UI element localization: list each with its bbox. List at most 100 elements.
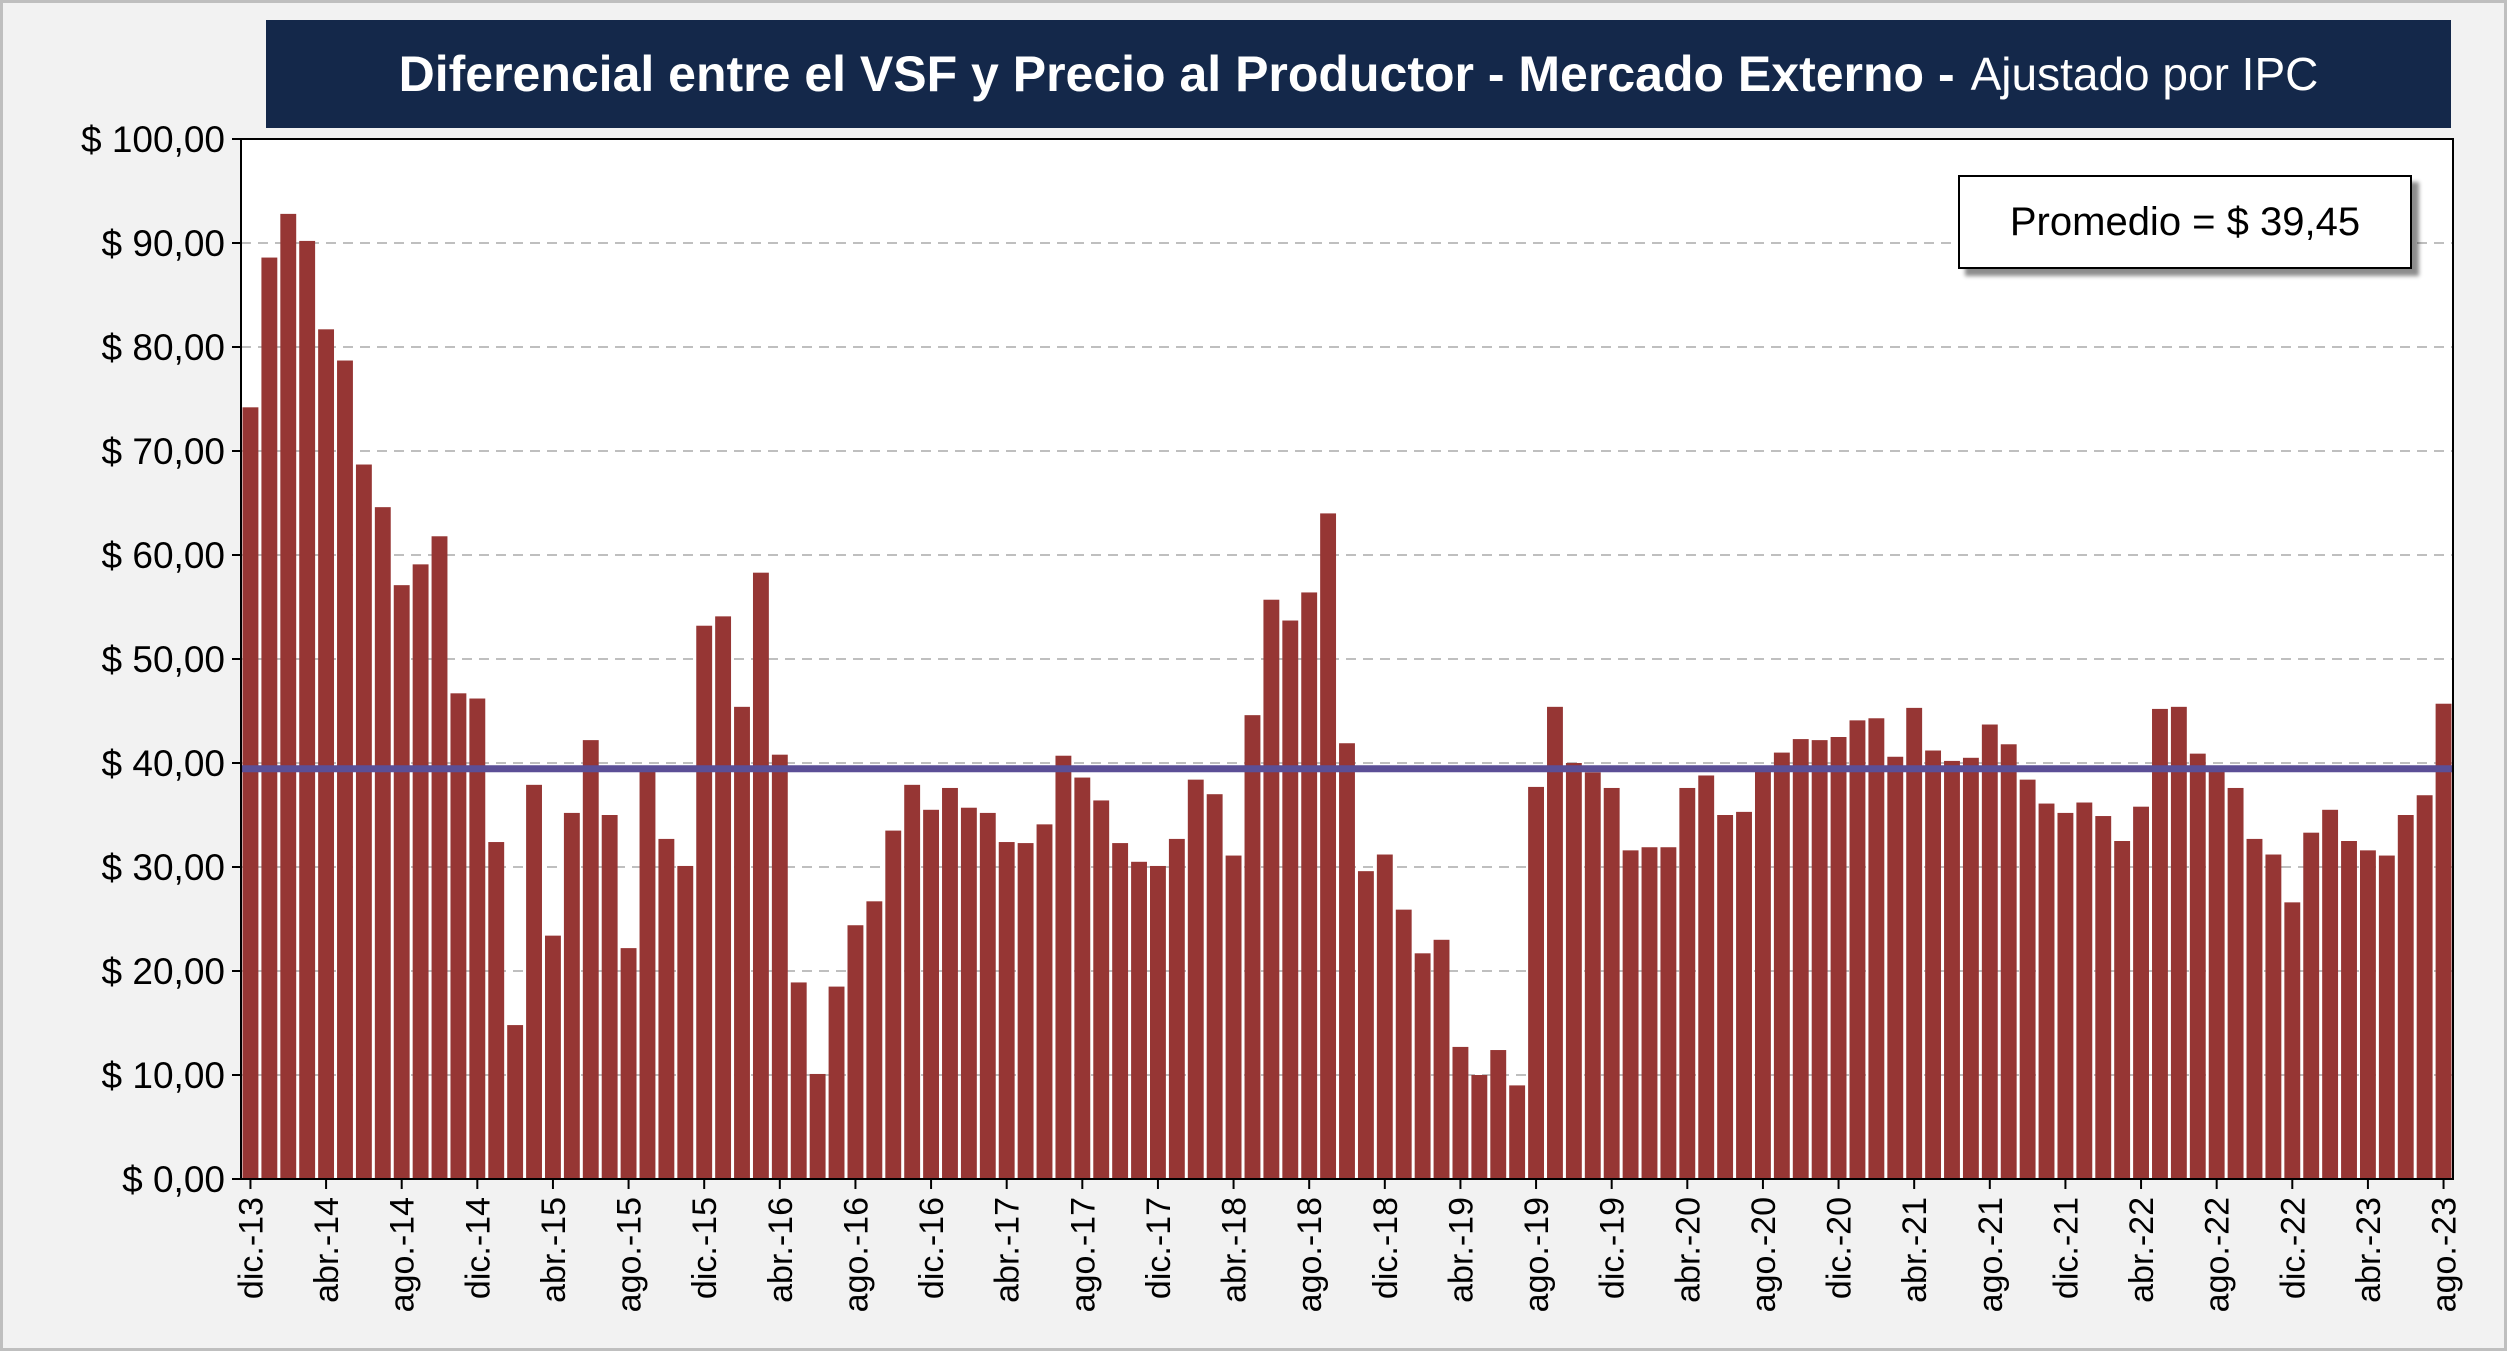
bar xyxy=(450,693,467,1179)
bar xyxy=(1868,718,1885,1179)
bar xyxy=(696,625,713,1179)
bar xyxy=(355,464,372,1179)
x-tick-label: ago.-16 xyxy=(837,1197,875,1312)
bar xyxy=(1641,847,1658,1179)
bar xyxy=(1282,620,1299,1179)
bar xyxy=(1565,763,1582,1179)
x-tick-label: dic.-18 xyxy=(1367,1197,1405,1299)
y-tick-label: $ 60,00 xyxy=(102,535,225,576)
y-tick-label: $ 10,00 xyxy=(102,1055,225,1096)
bar xyxy=(2378,855,2395,1179)
x-tick-label: dic.-17 xyxy=(1140,1197,1178,1299)
bar xyxy=(412,564,429,1179)
bar xyxy=(960,807,977,1179)
bar xyxy=(318,329,335,1179)
y-tick-label: $ 50,00 xyxy=(102,639,225,680)
bar xyxy=(374,507,391,1179)
y-tick-label: $ 30,00 xyxy=(102,847,225,888)
bar xyxy=(2208,770,2225,1179)
bar xyxy=(1925,750,1942,1179)
x-tick-label: abr.-16 xyxy=(762,1197,800,1303)
bar xyxy=(280,213,297,1179)
bar xyxy=(979,812,996,1179)
bar xyxy=(2265,854,2282,1179)
x-tick-label: abr.-14 xyxy=(308,1197,346,1303)
bar xyxy=(809,1073,826,1179)
bar xyxy=(1168,838,1185,1179)
bar xyxy=(866,901,883,1179)
bar xyxy=(2359,850,2376,1179)
x-tick-label: ago.-23 xyxy=(2426,1197,2464,1312)
bar xyxy=(658,838,675,1179)
bar xyxy=(1376,854,1393,1179)
x-tick-label: dic.-15 xyxy=(686,1197,724,1299)
bar xyxy=(563,812,580,1179)
bar xyxy=(1490,1050,1507,1179)
x-tick-label: abr.-17 xyxy=(989,1197,1027,1303)
bar xyxy=(998,842,1015,1179)
bar xyxy=(1887,756,1904,1179)
bar xyxy=(1244,715,1261,1179)
x-tick-label: abr.-21 xyxy=(1896,1197,1934,1303)
x-tick-label: dic.-14 xyxy=(459,1197,497,1299)
y-tick-label: $ 40,00 xyxy=(102,743,225,784)
bar xyxy=(2152,708,2168,1179)
bar xyxy=(1395,909,1412,1179)
bar xyxy=(1263,599,1280,1179)
bar xyxy=(2397,815,2414,1179)
bar xyxy=(469,698,486,1179)
bar xyxy=(677,865,694,1179)
bar xyxy=(2435,703,2452,1179)
bar xyxy=(1622,850,1639,1179)
bar xyxy=(923,809,940,1179)
bar xyxy=(1754,767,1771,1179)
bar xyxy=(1981,724,1998,1179)
chart-subtitle: Ajustado por IPC xyxy=(1970,48,2319,100)
bar xyxy=(904,784,921,1179)
bar xyxy=(1320,513,1337,1179)
y-tick-label: $ 0,00 xyxy=(122,1159,225,1200)
bar xyxy=(2114,841,2131,1179)
x-tick-label: dic.-22 xyxy=(2274,1197,2312,1299)
bar xyxy=(242,407,259,1179)
x-tick-label: ago.-22 xyxy=(2199,1197,2237,1312)
bar xyxy=(2095,816,2112,1179)
x-tick-label: abr.-23 xyxy=(2350,1197,2388,1303)
plot-border xyxy=(240,138,2454,1180)
y-tick-label: $ 100,00 xyxy=(81,119,225,160)
bar xyxy=(1773,752,1790,1179)
bar xyxy=(1414,953,1431,1179)
bar xyxy=(790,982,807,1179)
x-tick-label: ago.-21 xyxy=(1972,1197,2010,1312)
bar xyxy=(752,572,769,1179)
bar xyxy=(1225,855,1242,1179)
bar xyxy=(1944,760,1960,1179)
bar xyxy=(1433,939,1450,1179)
bar xyxy=(1528,786,1545,1179)
x-tick-label: dic.-19 xyxy=(1594,1197,1632,1299)
bar xyxy=(2341,841,2357,1179)
average-label-box: Promedio = $ 39,45 xyxy=(1958,175,2412,269)
y-tick-label: $ 20,00 xyxy=(102,951,225,992)
bar xyxy=(1149,865,1166,1179)
bar xyxy=(2303,832,2320,1179)
bar xyxy=(1206,794,1223,1179)
bar xyxy=(1357,871,1374,1179)
bar xyxy=(1698,775,1715,1179)
bar xyxy=(526,784,542,1179)
bar xyxy=(601,815,618,1179)
bar-chart: $ 0,00 $ 10,00 $ 20,00 $ 30,00 $ 40,00 $ 50,0… xyxy=(81,119,2464,1312)
bar xyxy=(1471,1075,1488,1179)
bar xyxy=(1509,1085,1526,1179)
x-tick-label: abr.-22 xyxy=(2123,1197,2161,1303)
bar xyxy=(393,585,410,1179)
bar xyxy=(2170,706,2187,1179)
bar xyxy=(1093,800,1110,1179)
bar xyxy=(2227,787,2244,1179)
bar xyxy=(2057,812,2074,1179)
x-tick-label: dic.-20 xyxy=(1821,1197,1859,1299)
bar xyxy=(2416,795,2433,1179)
bar xyxy=(2246,838,2263,1179)
bar xyxy=(1452,1046,1469,1179)
